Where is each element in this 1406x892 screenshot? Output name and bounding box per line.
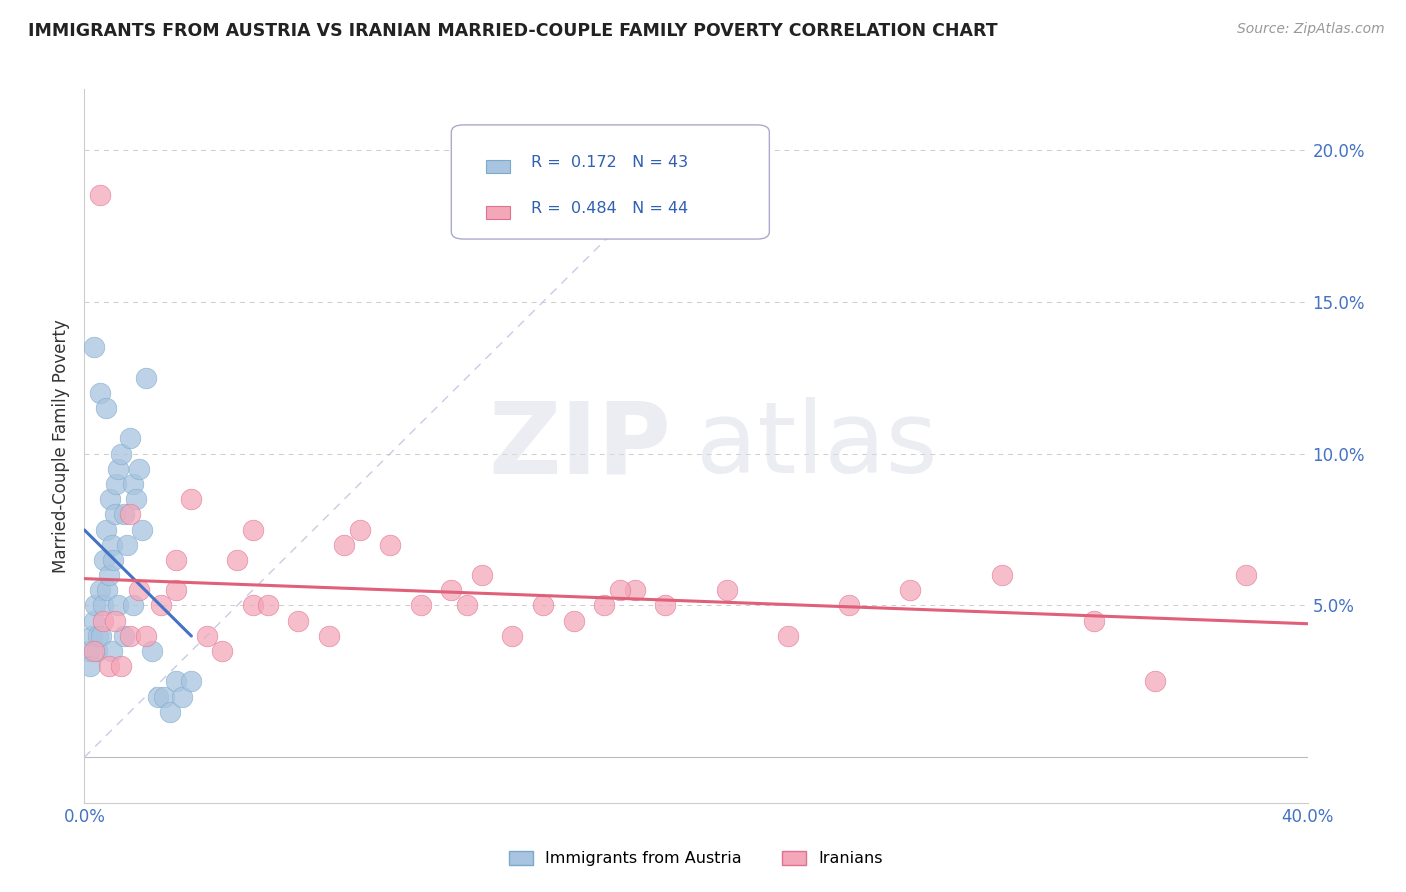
Point bbox=[94, 401, 117, 415]
Point bbox=[409, 599, 432, 613]
Point bbox=[195, 629, 218, 643]
Point bbox=[110, 659, 132, 673]
Text: IMMIGRANTS FROM AUSTRIA VS IRANIAN MARRIED-COUPLE FAMILY POVERTY CORRELATION CHA: IMMIGRANTS FROM AUSTRIA VS IRANIAN MARRI… bbox=[28, 22, 998, 40]
Point bbox=[79, 659, 101, 673]
Text: atlas: atlas bbox=[696, 398, 938, 494]
Point bbox=[226, 553, 249, 567]
Point bbox=[112, 508, 135, 522]
Point bbox=[531, 599, 554, 613]
Point bbox=[80, 629, 103, 643]
Point bbox=[122, 477, 145, 491]
Point bbox=[172, 690, 194, 704]
FancyBboxPatch shape bbox=[485, 160, 510, 173]
Point bbox=[1143, 674, 1166, 689]
Point bbox=[333, 538, 356, 552]
Point bbox=[149, 599, 172, 613]
Point bbox=[716, 583, 738, 598]
Text: ZIP: ZIP bbox=[489, 398, 672, 494]
Point bbox=[103, 553, 125, 567]
Point bbox=[593, 599, 616, 613]
Point bbox=[115, 538, 138, 552]
Point bbox=[83, 614, 105, 628]
Point bbox=[1083, 614, 1105, 628]
Point bbox=[562, 614, 585, 628]
Point bbox=[242, 523, 264, 537]
Point bbox=[624, 583, 647, 598]
Point bbox=[165, 674, 187, 689]
Point bbox=[112, 629, 135, 643]
Point bbox=[131, 523, 153, 537]
Point bbox=[86, 644, 108, 658]
Point bbox=[128, 583, 150, 598]
Point bbox=[211, 644, 233, 658]
Point bbox=[440, 583, 463, 598]
Point bbox=[120, 508, 142, 522]
Point bbox=[107, 599, 129, 613]
Point bbox=[93, 553, 115, 567]
Point bbox=[90, 629, 112, 643]
Text: R =  0.484   N = 44: R = 0.484 N = 44 bbox=[531, 201, 688, 216]
Point bbox=[180, 674, 202, 689]
Point bbox=[153, 690, 176, 704]
Point bbox=[1236, 568, 1258, 582]
Point bbox=[104, 508, 127, 522]
Point bbox=[97, 568, 120, 582]
Legend: Immigrants from Austria, Iranians: Immigrants from Austria, Iranians bbox=[509, 851, 883, 866]
FancyBboxPatch shape bbox=[451, 125, 769, 239]
Point bbox=[146, 690, 169, 704]
Point bbox=[101, 644, 124, 658]
Point bbox=[287, 614, 309, 628]
Point bbox=[502, 629, 524, 643]
Point bbox=[838, 599, 860, 613]
Point bbox=[83, 644, 105, 658]
Point bbox=[991, 568, 1014, 582]
FancyBboxPatch shape bbox=[485, 206, 510, 219]
Point bbox=[98, 492, 121, 507]
Point bbox=[89, 188, 111, 202]
Point bbox=[97, 659, 120, 673]
Point bbox=[471, 568, 494, 582]
Point bbox=[180, 492, 202, 507]
Point bbox=[141, 644, 163, 658]
Point bbox=[654, 599, 676, 613]
Point bbox=[105, 477, 128, 491]
Point bbox=[128, 462, 150, 476]
Point bbox=[349, 523, 371, 537]
Point bbox=[125, 492, 148, 507]
Point bbox=[91, 599, 114, 613]
Point bbox=[242, 599, 264, 613]
Point bbox=[101, 538, 124, 552]
Point bbox=[104, 614, 127, 628]
Point bbox=[776, 629, 799, 643]
Point bbox=[77, 644, 100, 658]
Point bbox=[318, 629, 340, 643]
Point bbox=[107, 462, 129, 476]
Point bbox=[135, 629, 157, 643]
Point bbox=[159, 705, 181, 719]
Text: R =  0.172   N = 43: R = 0.172 N = 43 bbox=[531, 155, 688, 170]
Point bbox=[456, 599, 478, 613]
Point bbox=[83, 340, 105, 354]
Point bbox=[120, 431, 142, 445]
Point bbox=[94, 523, 117, 537]
Point bbox=[89, 385, 111, 400]
Point bbox=[257, 599, 280, 613]
Point bbox=[898, 583, 921, 598]
Point bbox=[135, 370, 157, 384]
Point bbox=[96, 583, 118, 598]
Point bbox=[110, 447, 132, 461]
Point bbox=[87, 629, 110, 643]
Point bbox=[91, 614, 114, 628]
Point bbox=[165, 583, 187, 598]
Y-axis label: Married-Couple Family Poverty: Married-Couple Family Poverty bbox=[52, 319, 70, 573]
Point bbox=[609, 583, 631, 598]
Point bbox=[89, 583, 111, 598]
Point bbox=[84, 599, 107, 613]
Point bbox=[122, 599, 145, 613]
Text: Source: ZipAtlas.com: Source: ZipAtlas.com bbox=[1237, 22, 1385, 37]
Point bbox=[120, 629, 142, 643]
Point bbox=[380, 538, 402, 552]
Point bbox=[165, 553, 187, 567]
